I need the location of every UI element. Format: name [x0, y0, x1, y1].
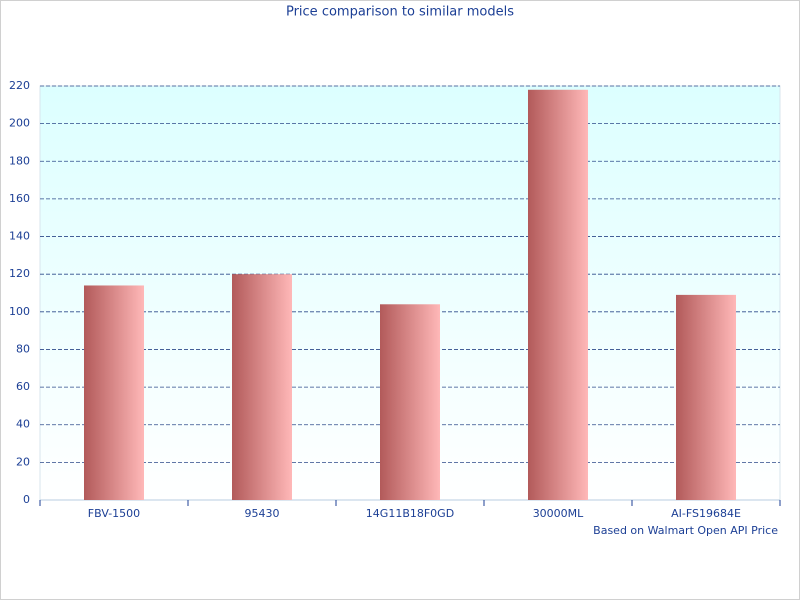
- bar: [528, 89, 588, 500]
- x-tick-label: 14G11B18F0GD: [366, 507, 454, 520]
- bar: [84, 285, 144, 500]
- bar: [380, 304, 440, 500]
- y-tick-label: 20: [16, 455, 30, 468]
- y-tick-label: 140: [9, 230, 30, 243]
- y-tick-label: 200: [9, 117, 30, 130]
- x-tick-label: AI-FS19684E: [671, 507, 741, 520]
- bar: [232, 274, 292, 500]
- y-tick-label: 120: [9, 267, 30, 280]
- x-tick-label: 30000ML: [533, 507, 584, 520]
- y-tick-label: 180: [9, 154, 30, 167]
- y-tick-label: 220: [9, 79, 30, 92]
- chart-title: Price comparison to similar models: [286, 5, 514, 20]
- annotation: Based on Walmart Open API Price: [593, 524, 778, 537]
- y-tick-label: 60: [16, 380, 30, 393]
- y-tick-label: 0: [23, 493, 30, 506]
- y-tick-label: 100: [9, 305, 30, 318]
- y-tick-label: 160: [9, 192, 30, 205]
- y-tick-label: 40: [16, 418, 30, 431]
- y-tick-label: 80: [16, 342, 30, 355]
- x-tick-label: 95430: [245, 507, 280, 520]
- x-tick-label: FBV-1500: [88, 507, 140, 520]
- bar: [676, 294, 736, 500]
